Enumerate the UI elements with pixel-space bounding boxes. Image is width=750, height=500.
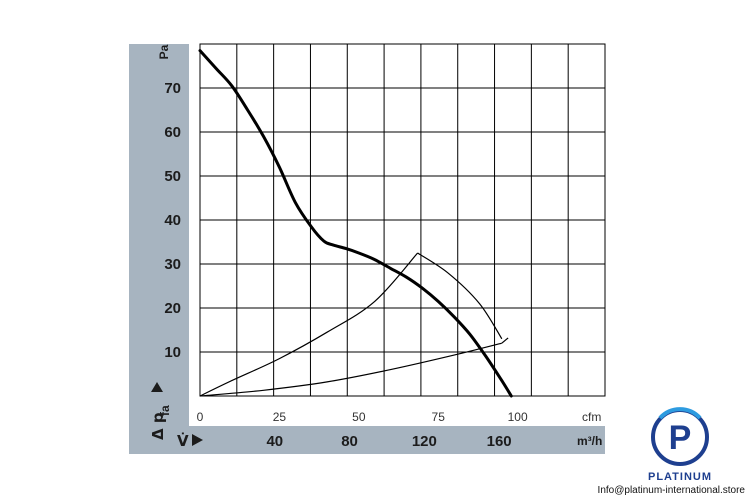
y-axis-symbol: Δ p fa [149,382,172,440]
x-tick-labels-m3h: 40 80 120 160 [266,433,511,450]
y-axis-band [129,44,189,454]
x2-tick-label: 80 [341,433,358,450]
operating-range-outline [199,252,509,397]
x-tick-label: 100 [508,410,528,424]
x-axis-band [129,426,605,454]
y-tick-label: 60 [164,124,181,141]
x-tick-label: 50 [352,410,366,424]
range-closing-segment [501,337,509,344]
x-unit-label-m3h: m³/h [577,434,602,448]
y-tick-label: 70 [164,80,181,97]
performance-curve [198,49,513,398]
logo-accent-icon [658,407,702,420]
brand-name: PLATINUM [648,471,712,483]
y-tick-label: 20 [164,300,181,317]
y-tick-label: 10 [164,344,181,361]
y-unit-label: Pa [157,44,171,59]
y-tick-label: 30 [164,256,181,273]
x-axis-arrow-icon [192,434,203,446]
x-tick-labels-cfm: 0 25 50 75 100 [197,410,528,424]
range-upper-curve [199,252,419,397]
x2-tick-label: 40 [266,433,283,450]
platinum-logo: P [651,407,709,466]
x-tick-label: 0 [197,410,204,424]
grid-lines [200,44,605,396]
x2-tick-label: 120 [412,433,437,450]
x-tick-label: 25 [273,410,287,424]
x-unit-label-cfm: cfm [582,410,601,424]
x-axis-symbol: V̇ [177,431,189,450]
x2-tick-label: 160 [487,433,512,450]
y-axis-symbol-delta-p: Δ p [149,412,167,440]
y-axis-arrow-icon [151,382,163,392]
y-tick-labels: 10 20 30 40 50 60 70 [164,80,181,361]
y-tick-label: 50 [164,168,181,185]
range-lower-curve [199,342,502,397]
contact-email[interactable]: Info@platinum-international.store [598,485,746,496]
y-tick-label: 40 [164,212,181,229]
x-tick-label: 75 [432,410,446,424]
logo-letter: P [669,419,692,457]
range-outer-arc [417,252,503,340]
y-axis-symbol-subscript: fa [158,405,172,416]
plot-frame [199,43,606,397]
